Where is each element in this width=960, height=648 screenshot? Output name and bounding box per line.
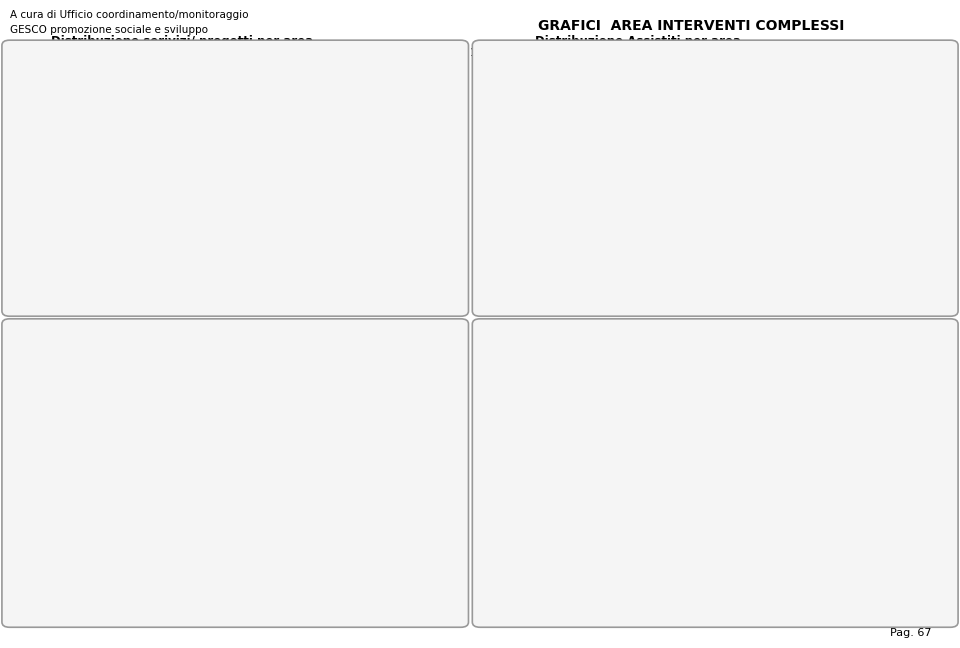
Text: 290: 290 xyxy=(74,568,92,579)
Text: 149: 149 xyxy=(671,235,689,246)
Bar xyxy=(146,65,174,282)
Bar xyxy=(216,551,238,593)
Bar xyxy=(101,577,122,593)
Bar xyxy=(78,581,99,593)
Text: 35: 35 xyxy=(514,532,526,542)
Text: GESCO promozione sociale e sviluppo: GESCO promozione sociale e sviluppo xyxy=(10,25,207,34)
Legend: ALTRI
SERVIZI/PROGE
TTI, IMMIGRAZIONE, SALUTE
MENTALE, DIPENDENZE, LAVORO: ALTRI SERVIZI/PROGE TTI, IMMIGRAZIONE, S… xyxy=(796,56,881,158)
Bar xyxy=(573,562,589,593)
Text: 8: 8 xyxy=(593,570,600,580)
Bar xyxy=(676,435,692,593)
Bar xyxy=(672,435,688,593)
Bar xyxy=(550,367,566,593)
Bar xyxy=(238,576,259,593)
Bar xyxy=(695,264,711,282)
Bar xyxy=(550,259,566,282)
Text: 30: 30 xyxy=(590,262,603,273)
Text: 17: 17 xyxy=(150,52,164,62)
Bar xyxy=(53,103,81,282)
Legend: ALTRI
SERVIZI/PROGETTI, IMMIGRAZIONE, SALUTE MENTALE, DIPENDENZE, LAVORO: ALTRI SERVIZI/PROGETTI, IMMIGRAZIONE, SA… xyxy=(796,348,895,433)
Text: 399: 399 xyxy=(240,564,258,574)
Text: GRAFICI  AREA INTERVENTI COMPLESSI: GRAFICI AREA INTERVENTI COMPLESSI xyxy=(538,19,845,34)
Bar xyxy=(569,158,586,282)
Text: 375: 375 xyxy=(97,565,116,575)
Bar xyxy=(592,582,609,593)
Text: 1: 1 xyxy=(247,257,253,266)
Text: 11: 11 xyxy=(732,566,744,575)
Text: 102: 102 xyxy=(549,246,567,256)
Bar xyxy=(193,218,221,282)
Bar xyxy=(99,231,128,282)
Bar xyxy=(96,231,124,282)
Bar xyxy=(512,53,528,282)
Bar xyxy=(96,577,117,593)
Bar xyxy=(516,53,532,282)
Text: 1009: 1009 xyxy=(215,538,239,548)
Legend: ALTRI
SERVIZI/PROGETTI, IMMIGRAZIONE, SALUTE MENTALE, DIPENDENZE, LAVORO: ALTRI SERVIZI/PROGETTI, IMMIGRAZIONE, SA… xyxy=(511,56,610,137)
Bar xyxy=(569,562,586,593)
Title: Distribuzione Assistiti per area: Distribuzione Assistiti per area xyxy=(536,35,741,48)
Bar xyxy=(695,581,711,593)
Text: Pag. 67: Pag. 67 xyxy=(890,629,931,638)
Bar xyxy=(691,581,708,593)
Text: 14: 14 xyxy=(57,91,70,100)
Text: 80: 80 xyxy=(693,251,706,261)
Bar xyxy=(143,65,171,282)
Bar xyxy=(512,544,528,593)
Bar xyxy=(51,362,73,593)
Bar xyxy=(49,103,78,282)
Bar xyxy=(117,592,139,593)
Title: Distribuzione Contatti per Area: Distribuzione Contatti per Area xyxy=(74,327,281,340)
Legend: ALTRI
SERVIZI/PROGETT
I, IMMIGRAZIONE, DIPENDENZE, SALUTE
MENTALE: ALTRI SERVIZI/PROGETT I, IMMIGRAZIONE, D… xyxy=(335,348,431,437)
Title: Distribuzione serivizi/ progetti per area: Distribuzione serivizi/ progetti per are… xyxy=(51,35,314,48)
Bar xyxy=(676,248,692,282)
Bar xyxy=(691,264,708,282)
Bar xyxy=(531,550,547,593)
Bar xyxy=(73,581,94,593)
Bar xyxy=(592,275,609,282)
Bar xyxy=(222,551,243,593)
Text: 22: 22 xyxy=(571,550,584,561)
Bar xyxy=(122,592,144,593)
Text: 5: 5 xyxy=(200,205,207,215)
Text: 4: 4 xyxy=(107,218,113,228)
Text: 9: 9 xyxy=(696,568,703,579)
Bar xyxy=(243,576,264,593)
Bar xyxy=(56,362,78,593)
Bar xyxy=(554,367,570,593)
Text: 163: 163 xyxy=(549,355,567,365)
Text: 537: 537 xyxy=(568,146,587,156)
Text: 114: 114 xyxy=(671,423,689,433)
Bar xyxy=(588,275,605,282)
Bar xyxy=(573,158,589,282)
Bar xyxy=(516,544,532,593)
Bar xyxy=(554,259,570,282)
Bar xyxy=(236,269,264,282)
Text: 5555: 5555 xyxy=(49,349,74,360)
Bar xyxy=(588,582,605,593)
Title: Distribuzione operatori per Area: Distribuzione operatori per Area xyxy=(531,327,746,340)
Bar xyxy=(239,269,268,282)
Bar xyxy=(730,577,746,593)
Bar xyxy=(733,577,750,593)
Bar xyxy=(189,218,218,282)
Bar xyxy=(672,248,688,282)
Text: A cura di Ufficio coordinamento/monitoraggio: A cura di Ufficio coordinamento/monitora… xyxy=(10,10,248,19)
Bar xyxy=(535,550,551,593)
Text: 31: 31 xyxy=(533,538,545,548)
Text: 995: 995 xyxy=(511,41,529,51)
Text: 36: 36 xyxy=(122,579,134,589)
